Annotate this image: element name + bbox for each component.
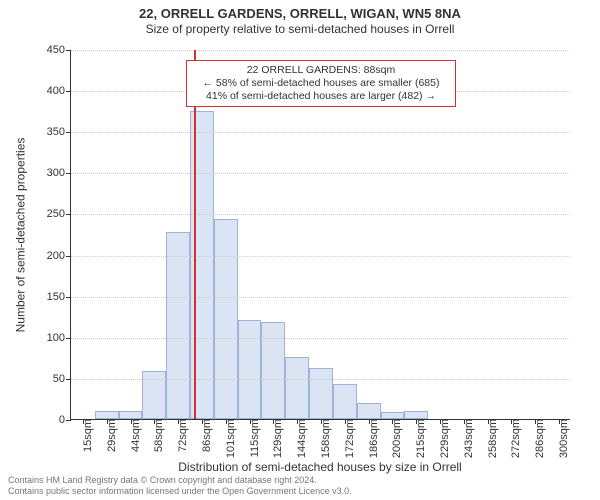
ytick-label: 450 <box>47 44 71 56</box>
ytick-label: 200 <box>47 250 71 262</box>
x-axis-label: Distribution of semi-detached houses by … <box>70 460 570 474</box>
footer-line-2: Contains public sector information licen… <box>8 486 352 497</box>
ytick-label: 250 <box>47 208 71 220</box>
xtick-label: 172sqm <box>342 419 356 458</box>
xtick-label: 243sqm <box>461 419 475 458</box>
xtick-label: 158sqm <box>318 419 332 458</box>
ytick-label: 50 <box>53 373 71 385</box>
annotation-line: ← 58% of semi-detached houses are smalle… <box>193 77 449 90</box>
gridline <box>71 256 570 257</box>
xtick-label: 229sqm <box>437 419 451 458</box>
xtick-label: 129sqm <box>270 419 284 458</box>
histogram-bar <box>166 232 190 419</box>
xtick-label: 144sqm <box>294 419 308 458</box>
gridline <box>71 173 570 174</box>
xtick-label: 44sqm <box>128 419 142 452</box>
gridline <box>71 297 570 298</box>
xtick-label: 215sqm <box>413 419 427 458</box>
histogram-bar <box>119 411 143 419</box>
xtick-label: 300sqm <box>556 419 570 458</box>
xtick-label: 72sqm <box>175 419 189 452</box>
xtick-label: 258sqm <box>485 419 499 458</box>
histogram-bar <box>261 322 285 419</box>
xtick-label: 186sqm <box>366 419 380 458</box>
xtick-label: 86sqm <box>199 419 213 452</box>
gridline <box>71 50 570 51</box>
ytick-label: 0 <box>59 414 71 426</box>
xtick-label: 200sqm <box>389 419 403 458</box>
ytick-label: 350 <box>47 126 71 138</box>
xtick-label: 101sqm <box>223 419 237 458</box>
ytick-label: 300 <box>47 167 71 179</box>
annotation-line: 41% of semi-detached houses are larger (… <box>193 90 449 103</box>
page-title: 22, ORRELL GARDENS, ORRELL, WIGAN, WN5 8… <box>0 6 600 22</box>
gridline <box>71 132 570 133</box>
footer-line-1: Contains HM Land Registry data © Crown c… <box>8 475 352 486</box>
chart-area: 05010015020025030035040045015sqm29sqm44s… <box>70 50 570 420</box>
page-subtitle: Size of property relative to semi-detach… <box>0 22 600 37</box>
xtick-label: 115sqm <box>247 419 261 457</box>
xtick-label: 286sqm <box>532 419 546 458</box>
gridline <box>71 338 570 339</box>
histogram-bar <box>309 368 333 419</box>
histogram-bar <box>95 411 119 419</box>
footer: Contains HM Land Registry data © Crown c… <box>8 475 352 497</box>
y-axis-label: Number of semi-detached properties <box>12 50 28 420</box>
annotation-box: 22 ORRELL GARDENS: 88sqm← 58% of semi-de… <box>186 60 456 107</box>
plot: 05010015020025030035040045015sqm29sqm44s… <box>70 50 570 420</box>
histogram-bar <box>285 357 309 419</box>
annotation-line: 22 ORRELL GARDENS: 88sqm <box>193 64 449 77</box>
ytick-label: 150 <box>47 291 71 303</box>
ytick-label: 400 <box>47 85 71 97</box>
title-block: 22, ORRELL GARDENS, ORRELL, WIGAN, WN5 8… <box>0 0 600 37</box>
histogram-bar <box>357 403 381 419</box>
xtick-label: 272sqm <box>508 419 522 458</box>
gridline <box>71 379 570 380</box>
xtick-label: 15sqm <box>80 419 94 452</box>
xtick-label: 58sqm <box>151 419 165 452</box>
histogram-bar <box>214 219 238 419</box>
ytick-label: 100 <box>47 332 71 344</box>
histogram-bar <box>404 411 428 419</box>
gridline <box>71 214 570 215</box>
xtick-label: 29sqm <box>104 419 118 452</box>
histogram-bar <box>238 320 262 419</box>
histogram-bar <box>333 384 357 419</box>
